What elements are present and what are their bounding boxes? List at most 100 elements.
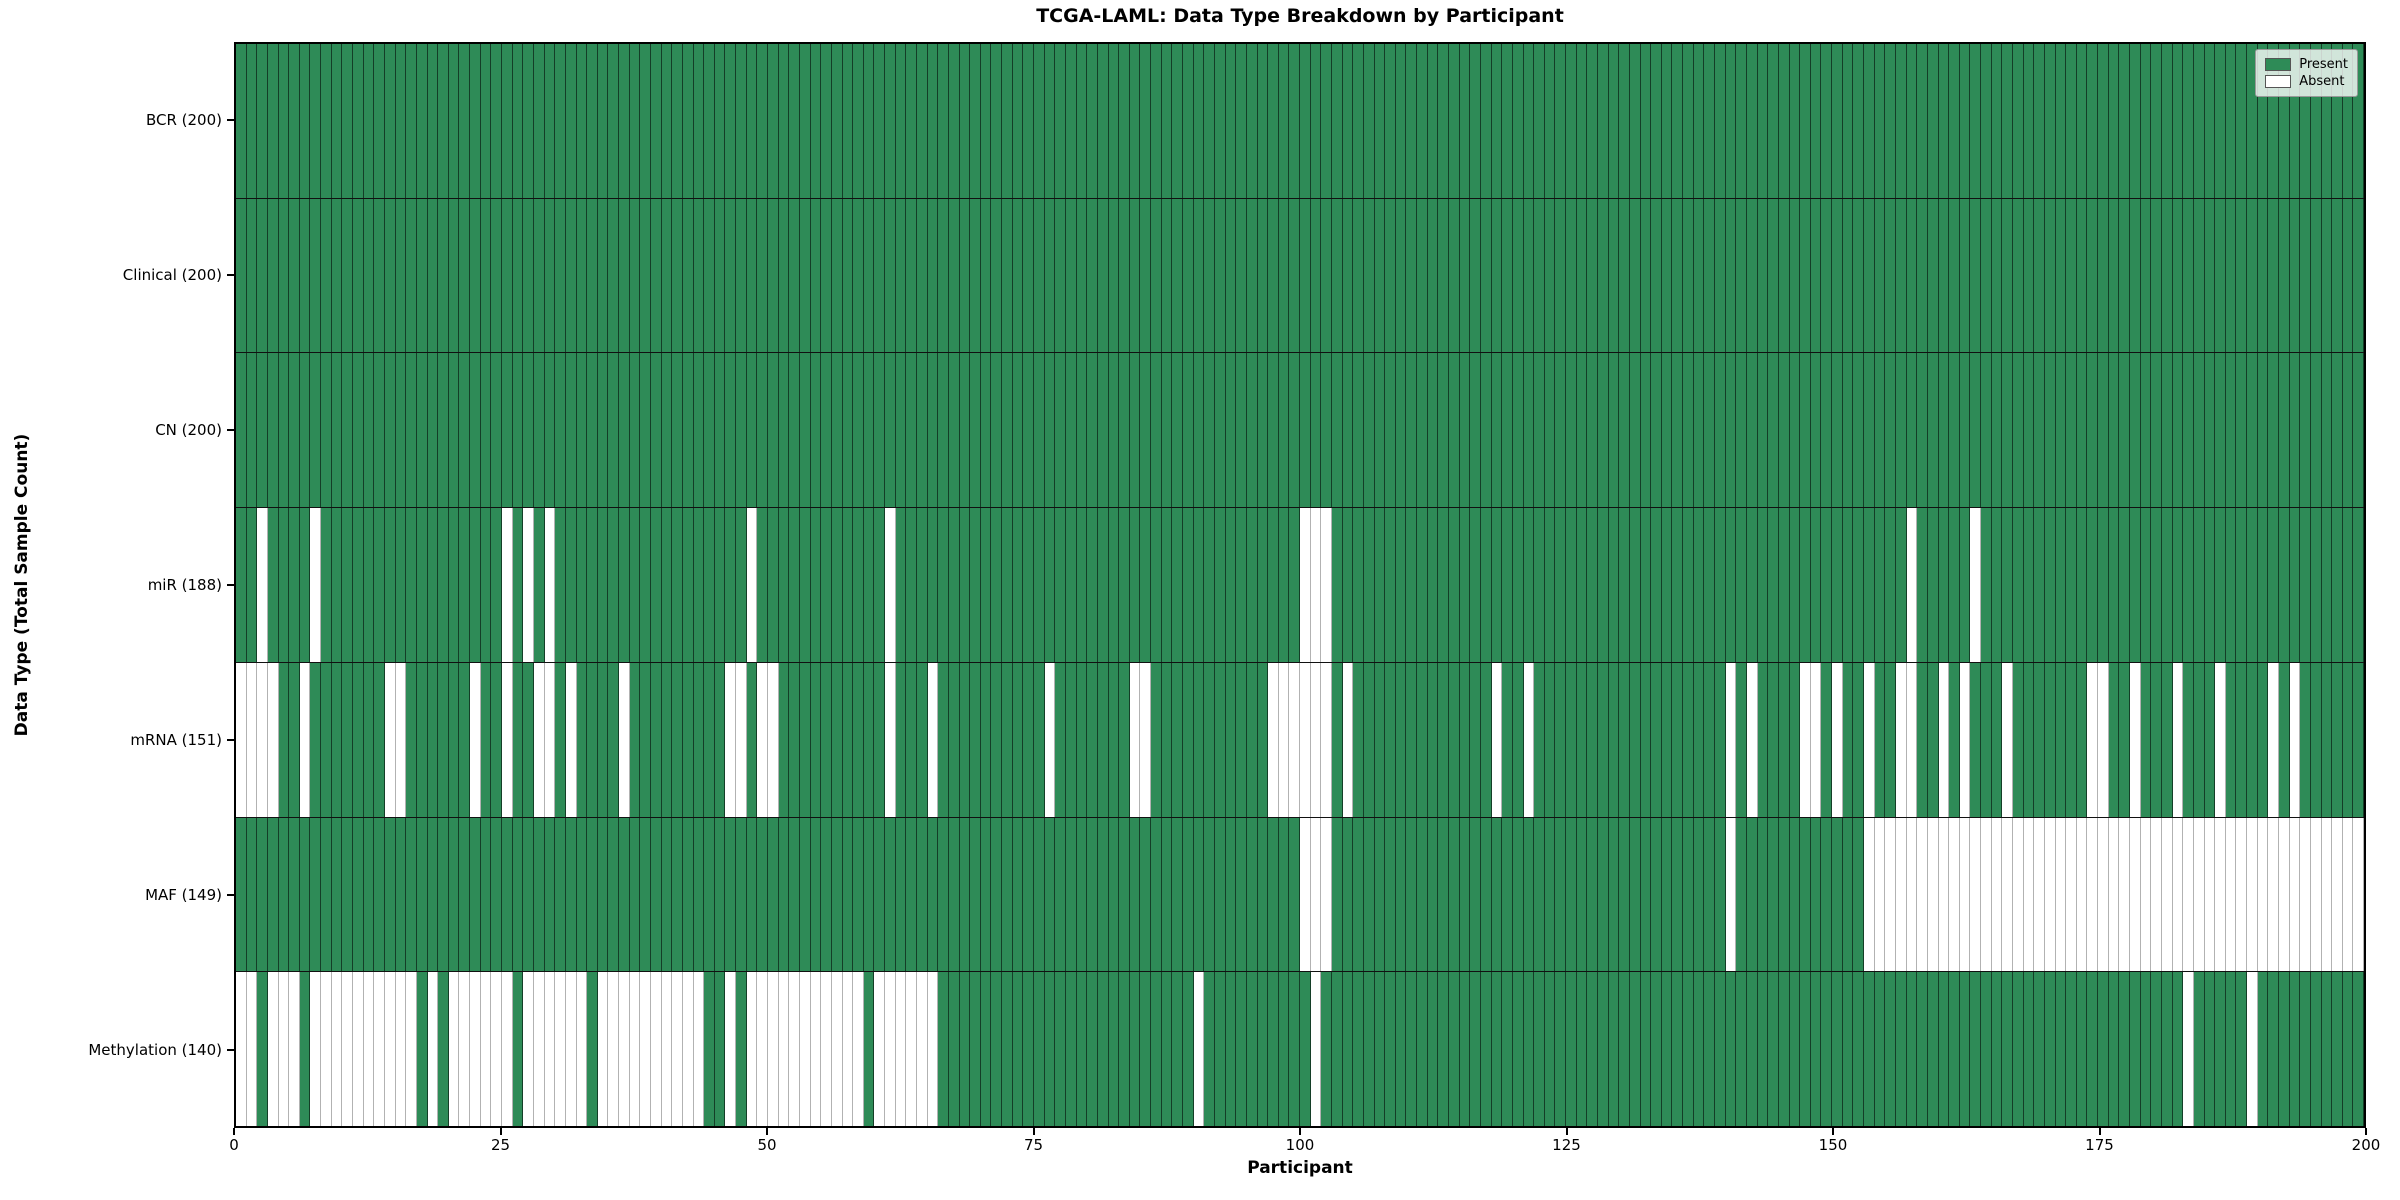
cell-present — [587, 353, 598, 508]
cell-present — [289, 817, 300, 972]
cell-present — [1523, 353, 1535, 508]
cell-present — [948, 44, 960, 198]
cell-present — [523, 198, 534, 353]
cell-present — [1214, 508, 1226, 662]
cell-present — [831, 508, 843, 662]
cell-present — [1789, 972, 1801, 1127]
legend-label-absent: Absent — [2299, 74, 2345, 89]
plot-area: Present Absent — [234, 42, 2366, 1128]
cell-present — [1970, 972, 1982, 1127]
cell-present — [1300, 972, 1311, 1127]
cell-present — [1395, 353, 1407, 508]
cell-present — [1927, 662, 1939, 817]
cell-present — [299, 817, 311, 972]
cell-present — [1161, 972, 1173, 1127]
cell-present — [1768, 198, 1779, 353]
cell-present — [789, 508, 800, 662]
cell-present — [1321, 353, 1332, 508]
cell-absent — [1906, 508, 1918, 662]
cell-present — [1661, 198, 1673, 353]
cell-present — [1012, 972, 1024, 1127]
cell-present — [1385, 353, 1396, 508]
cell-present — [1449, 198, 1460, 353]
cell-present — [1108, 817, 1120, 972]
cell-present — [1161, 353, 1173, 508]
cell-present — [1257, 817, 1269, 972]
cell-present — [1140, 817, 1152, 972]
cell-present — [416, 353, 428, 508]
cell-present — [906, 198, 917, 353]
cell-present — [1470, 353, 1481, 508]
cell-present — [1885, 353, 1896, 508]
cell-present — [2172, 198, 2184, 353]
cell-present — [1683, 353, 1694, 508]
cell-present — [278, 353, 290, 508]
cell-present — [1938, 353, 1950, 508]
cell-present — [2087, 508, 2099, 662]
cell-present — [2130, 972, 2141, 1127]
cell-present — [885, 353, 896, 508]
cell-present — [1395, 198, 1407, 353]
cell-present — [2300, 353, 2311, 508]
cell-present — [1959, 44, 1971, 198]
cell-absent — [895, 972, 907, 1127]
cell-absent — [821, 972, 832, 1127]
cell-present — [650, 44, 662, 198]
cell-absent — [576, 972, 588, 1127]
cell-present — [629, 353, 641, 508]
cell-present — [1363, 662, 1375, 817]
cell-present — [746, 353, 758, 508]
cell-present — [2023, 508, 2035, 662]
cell-present — [2140, 198, 2152, 353]
cell-present — [1544, 198, 1556, 353]
cell-present — [1055, 44, 1066, 198]
cell-present — [1821, 198, 1833, 353]
cell-present — [1459, 198, 1471, 353]
cell-absent — [927, 972, 939, 1127]
cell-present — [746, 662, 758, 817]
cell-present — [1555, 508, 1567, 662]
cell-present — [1906, 353, 1918, 508]
cell-present — [523, 44, 534, 198]
cell-present — [310, 662, 322, 817]
cell-absent — [799, 972, 811, 1127]
cell-present — [2066, 353, 2077, 508]
cell-present — [1661, 972, 1673, 1127]
cell-present — [1427, 198, 1439, 353]
cell-absent — [2215, 662, 2226, 817]
cell-present — [1927, 44, 1939, 198]
cell-absent — [736, 662, 747, 817]
cell-present — [533, 508, 545, 662]
cell-present — [278, 508, 290, 662]
cell-present — [1512, 817, 1524, 972]
cell-present — [1746, 817, 1758, 972]
cell-present — [470, 508, 481, 662]
cell-present — [2247, 44, 2258, 198]
cell-absent — [2012, 817, 2024, 972]
cell-present — [2353, 353, 2365, 508]
cell-present — [2034, 508, 2045, 662]
cell-present — [406, 198, 417, 353]
cell-present — [278, 44, 290, 198]
cell-present — [1576, 353, 1588, 508]
cell-present — [427, 817, 439, 972]
heatmap-row-CN — [236, 352, 2365, 508]
cell-present — [2300, 972, 2311, 1127]
cell-present — [1395, 817, 1407, 972]
cell-absent — [1938, 817, 1950, 972]
cell-present — [1715, 662, 1726, 817]
cell-present — [1480, 817, 1492, 972]
cell-present — [1300, 353, 1311, 508]
cell-present — [970, 44, 981, 198]
cell-present — [1257, 353, 1269, 508]
cell-present — [1193, 198, 1205, 353]
cell-present — [448, 198, 460, 353]
cell-present — [2161, 353, 2173, 508]
cell-present — [1619, 817, 1630, 972]
cell-present — [970, 662, 981, 817]
cell-present — [246, 508, 258, 662]
cell-present — [2321, 44, 2333, 198]
cell-present — [1076, 353, 1088, 508]
cell-present — [2130, 353, 2141, 508]
cell-present — [980, 198, 992, 353]
